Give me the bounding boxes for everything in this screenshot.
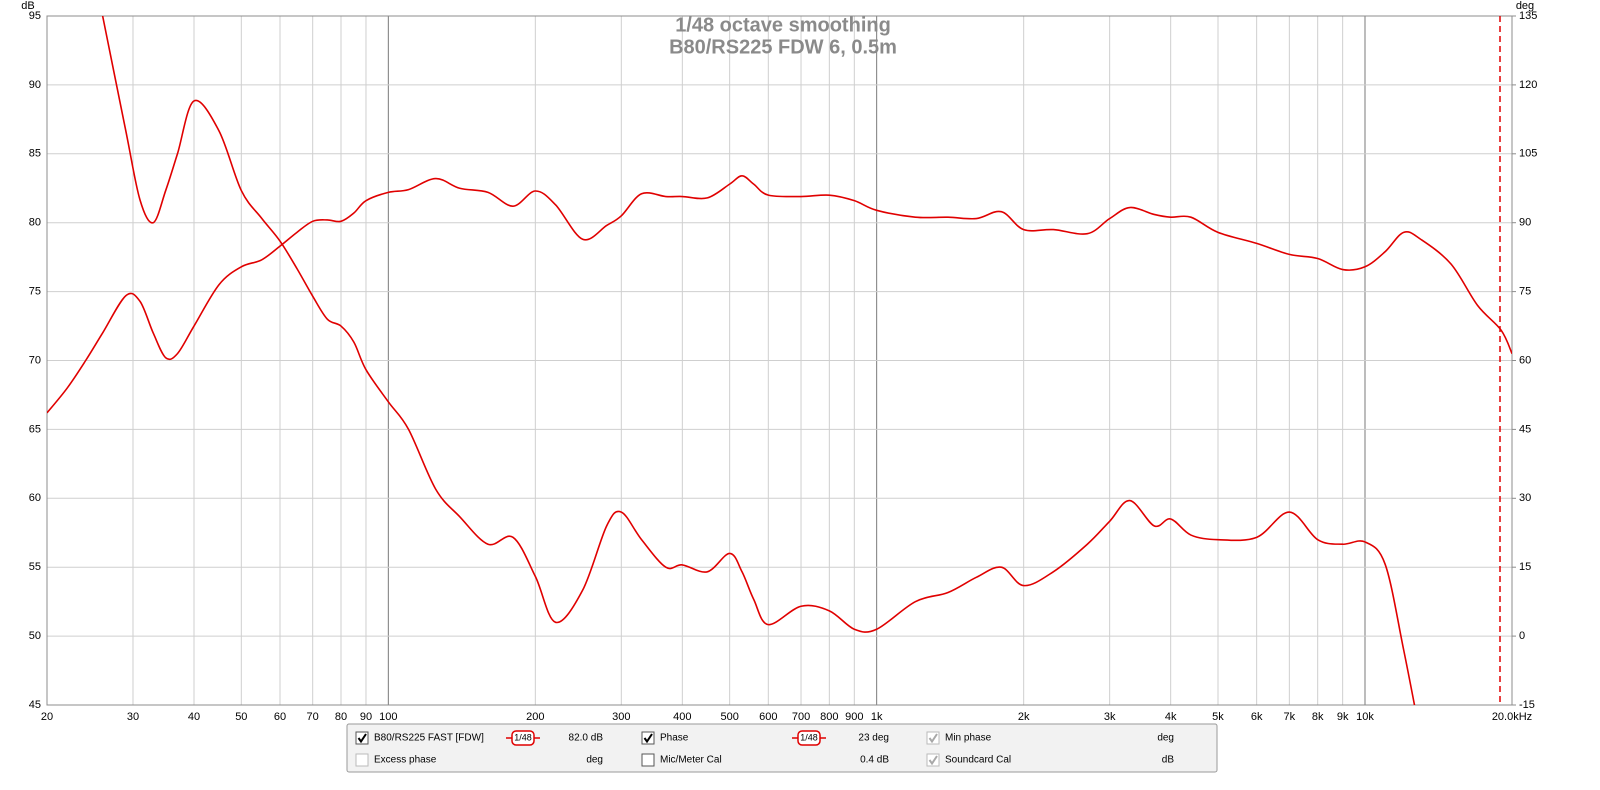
y2-tick-label: 0 xyxy=(1519,630,1525,642)
y-tick-label: 80 xyxy=(29,217,41,229)
x-tick-label: 500 xyxy=(720,711,738,723)
x-tick-label: 40 xyxy=(188,711,200,723)
x-tick-label: 400 xyxy=(673,711,691,723)
x-tick-label: 800 xyxy=(820,711,838,723)
x-tick-label: 5k xyxy=(1212,711,1224,723)
x-tick-label: 20 xyxy=(41,711,53,723)
y2-tick-label: 120 xyxy=(1519,79,1537,91)
y-tick-label: 60 xyxy=(29,492,41,504)
x-tick-label: 20.0kHz xyxy=(1492,711,1532,723)
legend-readout: deg xyxy=(586,755,603,766)
y-tick-label: 85 xyxy=(29,148,41,160)
x-tick-label: 6k xyxy=(1251,711,1263,723)
smoothing-label: 1/48 xyxy=(514,732,532,742)
x-tick-label: 700 xyxy=(792,711,810,723)
series-line xyxy=(47,175,1512,414)
x-tick-label: 2k xyxy=(1018,711,1030,723)
checkbox xyxy=(926,731,940,745)
legend-label: Min phase xyxy=(945,733,992,744)
x-tick-label: 9k xyxy=(1337,711,1349,723)
series-line xyxy=(101,16,1416,705)
x-tick-label: 4k xyxy=(1165,711,1177,723)
checkbox xyxy=(355,753,369,767)
legend-label: Excess phase xyxy=(374,755,437,766)
y2-tick-label: 15 xyxy=(1519,561,1531,573)
x-tick-label: 60 xyxy=(274,711,286,723)
x-tick-label: 300 xyxy=(612,711,630,723)
legend-readout: 23 deg xyxy=(858,733,889,744)
x-tick-label: 7k xyxy=(1284,711,1296,723)
y2-tick-label: 105 xyxy=(1519,148,1537,160)
x-tick-label: 80 xyxy=(335,711,347,723)
x-tick-label: 10k xyxy=(1356,711,1374,723)
x-tick-label: 30 xyxy=(127,711,139,723)
legend-panel xyxy=(346,723,1218,773)
checkbox-check xyxy=(928,755,938,766)
checkbox xyxy=(926,753,940,767)
legend-readout: dB xyxy=(1162,755,1175,766)
y2-tick-label: -15 xyxy=(1519,699,1535,711)
y2-tick-label: 60 xyxy=(1519,354,1531,366)
y-tick-label: 65 xyxy=(29,423,41,435)
y-tick-label: 90 xyxy=(29,79,41,91)
legend-label[interactable]: B80/RS225 FAST [FDW] xyxy=(374,733,484,744)
x-tick-label: 50 xyxy=(235,711,247,723)
checkbox[interactable] xyxy=(641,753,655,767)
legend-readout: 82.0 dB xyxy=(569,733,604,744)
y-tick-label: 45 xyxy=(29,699,41,711)
smoothing-button[interactable] xyxy=(797,730,821,746)
y-tick-label: 70 xyxy=(29,354,41,366)
y2-tick-label: 45 xyxy=(1519,423,1531,435)
x-tick-label: 200 xyxy=(526,711,544,723)
y-tick-label: 55 xyxy=(29,561,41,573)
legend-label[interactable]: Mic/Meter Cal xyxy=(660,755,722,766)
legend-label[interactable]: Phase xyxy=(660,733,689,744)
checkbox[interactable] xyxy=(641,731,655,745)
x-tick-label: 70 xyxy=(307,711,319,723)
y2-unit: deg xyxy=(1516,0,1534,12)
x-tick-label: 100 xyxy=(379,711,397,723)
x-tick-label: 600 xyxy=(759,711,777,723)
checkbox[interactable] xyxy=(355,731,369,745)
y2-tick-label: 75 xyxy=(1519,286,1531,298)
legend-label: Soundcard Cal xyxy=(945,755,1011,766)
y-tick-label: 50 xyxy=(29,630,41,642)
legend-readout: deg xyxy=(1157,733,1174,744)
checkbox-check xyxy=(357,733,367,744)
x-tick-label: 8k xyxy=(1312,711,1324,723)
y-unit: dB xyxy=(21,0,34,12)
x-tick-label: 900 xyxy=(845,711,863,723)
checkbox-check xyxy=(643,733,653,744)
legend-readout: 0.4 dB xyxy=(860,755,889,766)
y2-tick-label: 90 xyxy=(1519,217,1531,229)
chart-title: 1/48 octave smoothing xyxy=(675,14,891,36)
smoothing-button[interactable] xyxy=(511,730,535,746)
y-tick-label: 95 xyxy=(29,10,41,22)
y2-tick-label: 135 xyxy=(1519,10,1537,22)
x-tick-label: 3k xyxy=(1104,711,1116,723)
chart-subtitle: B80/RS225 FDW 6, 0.5m xyxy=(669,36,897,58)
checkbox-check xyxy=(928,733,938,744)
smoothing-label: 1/48 xyxy=(800,732,818,742)
y2-tick-label: 30 xyxy=(1519,492,1531,504)
x-tick-label: 90 xyxy=(360,711,372,723)
x-tick-label: 1k xyxy=(871,711,883,723)
y-tick-label: 75 xyxy=(29,286,41,298)
